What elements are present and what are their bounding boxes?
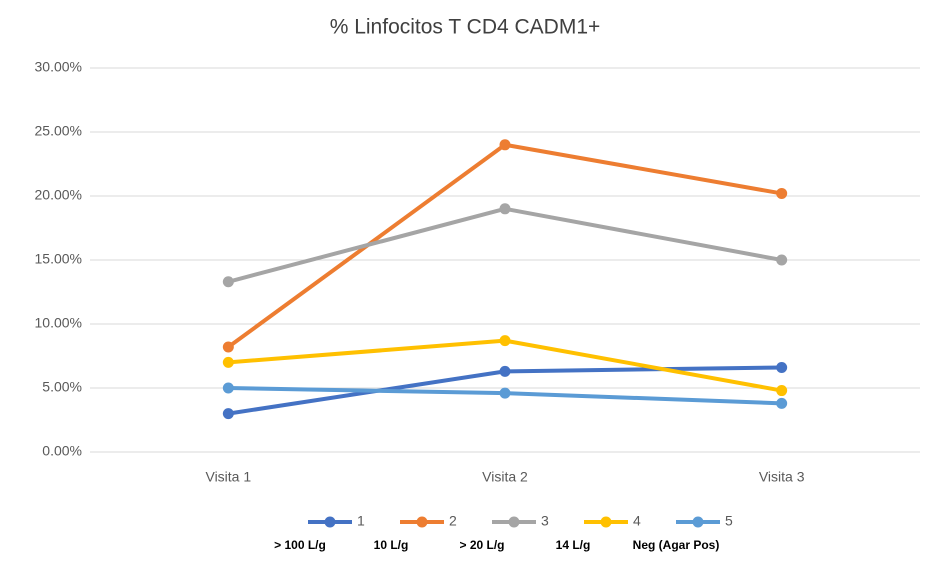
legend-sublabel: > 20 L/g [459,538,504,552]
point [776,187,788,199]
point [222,276,234,288]
point [776,362,788,374]
point [776,254,788,266]
y-tick-label: 15.00% [35,251,82,267]
legend-sublabel: > 100 L/g [274,538,326,552]
chart-title: % Linfocitos T CD4 CADM1+ [330,16,601,39]
legend-marker [692,516,704,528]
y-tick-label: 20.00% [35,187,82,203]
point [776,397,788,409]
legend-label: 2 [449,513,457,529]
y-tick-label: 30.00% [35,59,82,75]
legend-label: 1 [357,513,365,529]
point [499,335,511,347]
legend-marker [416,516,428,528]
legend-label: 5 [725,513,733,529]
point [222,408,234,420]
series-line [228,338,783,393]
y-tick-label: 25.00% [35,123,82,139]
legend-label: 3 [541,513,549,529]
legend-sublabel: 10 L/g [374,538,409,552]
point [499,365,511,377]
point [499,203,511,215]
point [499,387,511,399]
y-tick-label: 10.00% [35,315,82,331]
legend-marker [508,516,520,528]
point [222,382,234,394]
point [222,356,234,368]
legend-marker [324,516,336,528]
point [499,139,511,151]
legend-label: 4 [633,513,641,529]
x-tick-label: Visita 1 [205,469,251,485]
legend-sublabel: 14 L/g [556,538,591,552]
x-tick-label: Visita 3 [759,469,805,485]
point [222,341,234,353]
x-tick-label: Visita 2 [482,469,528,485]
legend-sublabel: Neg (Agar Pos) [633,538,720,552]
y-tick-label: 0.00% [42,443,82,459]
point [776,385,788,397]
legend-marker [600,516,612,528]
y-tick-label: 5.00% [42,379,82,395]
series-line [227,206,783,284]
